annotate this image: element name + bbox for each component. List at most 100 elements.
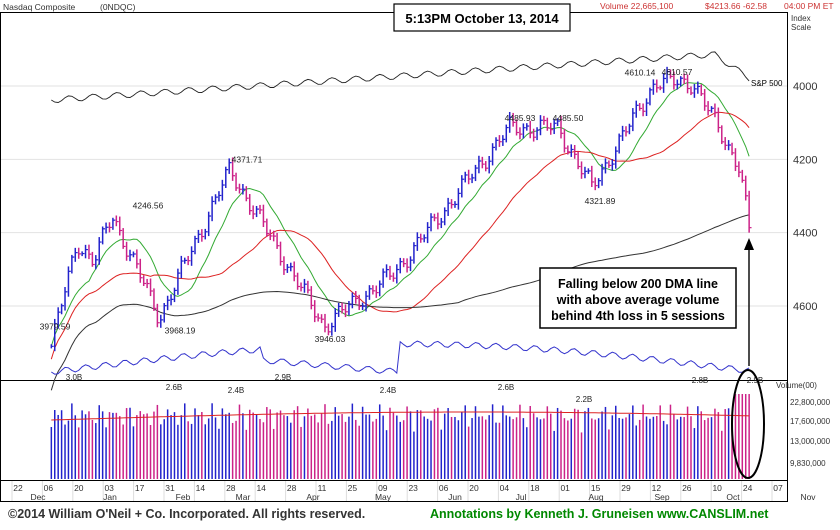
- header-price: $4213.66 -62.58: [705, 1, 767, 11]
- volume-peak-label: 2.6B: [166, 383, 182, 392]
- x-day-label: 22: [13, 483, 23, 493]
- ma-red-line: [50, 111, 750, 360]
- ma-200-line: [50, 214, 750, 391]
- ma-50-line: [50, 82, 750, 347]
- x-month-label: Aug: [588, 492, 603, 502]
- x-month-label: Nov: [800, 492, 816, 502]
- x-month-label: Jan: [103, 492, 117, 502]
- x-day-label: 12: [652, 483, 662, 493]
- x-day-label: 24: [743, 483, 753, 493]
- x-day-label: 10: [712, 483, 722, 493]
- header-time: 04:00 PM ET: [784, 1, 834, 11]
- price-extreme-label: 3946.03: [315, 334, 346, 344]
- rs-line: [51, 340, 750, 375]
- x-day-label: 01: [560, 483, 570, 493]
- x-month-label: Oct: [726, 492, 740, 502]
- volume-bars: [50, 394, 750, 479]
- volume-peak-label: 3.0B: [66, 373, 82, 382]
- x-month-label: Sep: [654, 492, 669, 502]
- price-bars: [50, 66, 752, 352]
- volume-peak-label: 2.9B: [747, 376, 763, 385]
- price-extreme-label: 4371.71: [232, 155, 263, 165]
- x-day-label: 28: [226, 483, 236, 493]
- x-axis-day-labels: 22 06 20 03 17 31 14 28 14 28 11 25 09 23 06 20 04 18 01 15…: [13, 483, 783, 493]
- sp500-line: [51, 51, 750, 103]
- index-symbol: (0NDQC): [100, 2, 136, 12]
- volume-tick-labels: 22,800,000 17,600,000 13,000,000 9,830,000: [790, 398, 831, 468]
- volume-tick-label: 9,830,000: [790, 459, 826, 468]
- annotation-credit: Annotations by Kenneth J. Gruneisen www.…: [430, 507, 769, 521]
- x-month-label: Dec: [30, 492, 46, 502]
- price-extreme-label: 4246.56: [133, 201, 164, 211]
- volume-peak-label: 2.4B: [228, 386, 244, 395]
- moving-average-lines: [50, 82, 750, 391]
- annotation-arrow-head: [744, 238, 754, 250]
- x-day-label: 14: [196, 483, 206, 493]
- volume-tick-label: 17,600,000: [790, 417, 831, 426]
- index-scale-caption-1: Index: [791, 14, 811, 23]
- volume-average-line: [51, 411, 750, 421]
- volume-peak-label: 2.9B: [275, 373, 291, 382]
- x-day-label: 23: [408, 483, 418, 493]
- x-month-label: Jun: [448, 492, 462, 502]
- x-day-label: 17: [135, 483, 145, 493]
- x-axis-month-labels: Dec Jan Feb Mar Apr May Jun Jul Aug Sep Oct Nov: [30, 492, 816, 502]
- volume-peak-label: 2.2B: [576, 395, 592, 404]
- index-name: Nasdaq Composite: [3, 2, 76, 12]
- x-month-label: May: [375, 492, 392, 502]
- price-extreme-label: 3968.19: [165, 326, 196, 336]
- volume-caption: Volume(00): [776, 381, 817, 390]
- timestamp-text: 5:13PM October 13, 2014: [405, 11, 559, 26]
- price-extreme-label: 4610.57: [662, 67, 693, 77]
- volume-average-line: [51, 411, 750, 421]
- x-day-label: 07: [773, 483, 783, 493]
- x-day-label: 29: [621, 483, 631, 493]
- volume-tick-label: 22,800,000: [790, 398, 831, 407]
- volume-tick-label: 13,000,000: [790, 437, 831, 446]
- x-day-label: 03: [104, 483, 114, 493]
- price-labels: 4246.56 4371.71 3979.59 3968.19 3946.03 4485.…: [40, 67, 693, 344]
- x-day-label: 06: [44, 483, 54, 493]
- x-day-label: 28: [287, 483, 297, 493]
- x-month-label: Mar: [236, 492, 251, 502]
- annotation-line-1: Falling below 200 DMA line: [558, 277, 718, 291]
- annotation-line-3: behind 4th loss in 5 sessions: [551, 309, 725, 323]
- sp500-relative-line: [51, 51, 750, 375]
- volume-highlight-oval: [731, 369, 765, 479]
- price-tick-label: 4000: [793, 81, 817, 93]
- x-day-label: 25: [348, 483, 358, 493]
- x-day-label: 26: [682, 483, 692, 493]
- volume-peak-label: 2.6B: [498, 383, 514, 392]
- index-scale-caption-2: Scale: [791, 23, 812, 32]
- x-day-label: 14: [256, 483, 266, 493]
- x-month-label: Apr: [306, 492, 319, 502]
- price-extreme-label: 4610.14: [625, 67, 656, 77]
- price-tick-label: 4200: [793, 154, 817, 166]
- x-day-label: 09: [378, 483, 388, 493]
- price-extreme-label: 4485.93: [505, 113, 536, 123]
- annotation-box: [539, 267, 737, 329]
- price-extreme-label: 3979.59: [40, 321, 71, 331]
- x-day-label: 20: [74, 483, 84, 493]
- timestamp-box: [393, 3, 571, 32]
- x-day-label: 06: [439, 483, 449, 493]
- price-tick-labels: 4600 4400 4200 4000: [793, 81, 817, 313]
- price-extreme-label: 4321.89: [585, 196, 616, 206]
- volume-peak-label: 2.8B: [692, 376, 708, 385]
- volume-labels: 3.0B 2.6B 2.4B 2.9B 2.4B 2.6B 2.2B 2.8B 2.9B: [66, 373, 763, 404]
- sp500-label: S&P 500: [751, 79, 783, 88]
- x-day-label: 31: [165, 483, 175, 493]
- annotation-line-2: with above average volume: [556, 293, 720, 307]
- x-month-label: Feb: [176, 492, 191, 502]
- date-strip: [0, 480, 788, 502]
- price-tick-label: 4400: [793, 228, 817, 240]
- price-extreme-label: 4485.50: [553, 113, 584, 123]
- x-day-label: 11: [318, 483, 327, 493]
- x-month-label: Jul: [516, 492, 527, 502]
- copyright-text: ©2014 William O'Neil + Co. Incorporated.…: [8, 507, 365, 521]
- volume-peak-label: 2.4B: [380, 386, 396, 395]
- x-day-label: 20: [469, 483, 479, 493]
- header-volume: Volume 22,665,100: [600, 1, 674, 11]
